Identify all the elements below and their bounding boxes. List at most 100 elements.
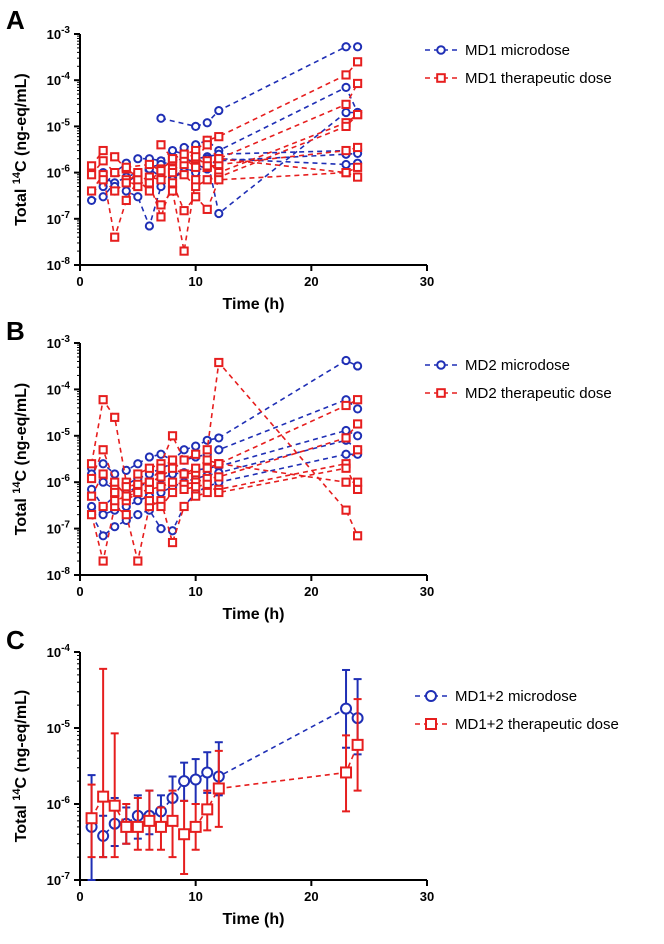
data-point <box>86 195 97 206</box>
x-tick-label: 10 <box>188 584 202 599</box>
data-point <box>202 487 212 498</box>
data-point <box>144 452 154 462</box>
data-point <box>110 412 120 422</box>
data-point <box>341 168 351 178</box>
data-point <box>110 477 120 487</box>
data-point <box>214 433 224 443</box>
data-point <box>86 459 97 469</box>
data-point <box>167 477 178 487</box>
data-point <box>86 170 97 180</box>
x-axis-title: Time (h) <box>223 911 285 928</box>
legend-entry: MD1 therapeutic dose <box>425 70 612 87</box>
data-point <box>98 395 108 405</box>
y-tick-label: 10-8 <box>47 256 71 273</box>
data-point <box>353 57 363 67</box>
data-point <box>202 175 212 185</box>
data-point <box>214 105 224 116</box>
data-point <box>341 433 351 443</box>
data-point <box>179 501 189 512</box>
data-point <box>144 159 155 170</box>
legend-label: MD1+2 therapeutic dose <box>455 716 619 733</box>
x-tick-label: 20 <box>304 274 318 289</box>
data-point <box>341 477 351 487</box>
data-point <box>353 477 363 487</box>
data-point <box>133 459 143 469</box>
data-point <box>179 149 189 159</box>
x-axis-title: Time (h) <box>223 296 285 313</box>
data-point <box>341 463 351 473</box>
series-therapeutic <box>86 357 363 566</box>
data-point <box>121 162 131 172</box>
data-point <box>156 482 166 492</box>
data-point <box>341 355 351 366</box>
data-point <box>144 496 155 506</box>
series-line <box>160 45 358 128</box>
data-point <box>154 820 167 833</box>
data-point <box>179 484 189 494</box>
data-point <box>179 206 189 216</box>
data-point <box>156 212 166 222</box>
data-point <box>98 156 108 166</box>
data-point <box>353 172 363 182</box>
legend-label: MD2 microdose <box>465 357 570 374</box>
panel-letter: A <box>6 5 25 35</box>
data-point <box>98 556 108 566</box>
data-point <box>98 501 108 512</box>
y-tick-label: 10-6 <box>47 164 71 181</box>
series-microdose <box>85 668 364 881</box>
data-point <box>144 186 155 196</box>
panel-letter: B <box>6 316 25 346</box>
data-point <box>97 790 110 803</box>
data-point <box>110 168 120 178</box>
data-point <box>98 510 108 520</box>
data-point <box>341 505 351 515</box>
data-point <box>110 487 120 498</box>
data-point <box>191 491 201 501</box>
data-point <box>98 445 108 455</box>
data-point <box>202 204 212 214</box>
data-point <box>353 42 363 52</box>
legend-label: MD1 microdose <box>465 42 570 59</box>
y-tick-label: 10-7 <box>47 210 71 227</box>
data-point <box>121 482 131 492</box>
data-point <box>191 121 201 132</box>
series-line <box>91 148 358 192</box>
x-axis-title: Time (h) <box>223 606 285 623</box>
data-point <box>156 200 166 210</box>
legend-entry: MD2 microdose <box>425 357 570 374</box>
data-point <box>110 232 120 242</box>
data-point <box>201 803 214 816</box>
data-point <box>341 70 351 80</box>
data-point <box>110 496 120 506</box>
x-tick-label: 20 <box>304 584 318 599</box>
data-point <box>191 192 201 202</box>
y-tick-label: 10-6 <box>47 473 71 490</box>
legend-label: MD1 therapeutic dose <box>465 70 612 87</box>
data-point <box>98 192 108 202</box>
series-therapeutic <box>86 57 363 256</box>
x-tick-label: 20 <box>304 889 318 904</box>
data-point <box>167 455 178 465</box>
data-point <box>353 404 363 414</box>
x-tick-label: 10 <box>188 274 202 289</box>
data-point <box>202 140 212 150</box>
data-point <box>191 441 201 451</box>
data-point <box>133 168 143 178</box>
data-point <box>178 775 191 788</box>
data-point <box>156 166 166 176</box>
legend-entry: MD1+2 microdose <box>415 688 577 705</box>
data-point <box>86 501 97 512</box>
data-point <box>191 482 201 492</box>
data-point <box>86 161 97 171</box>
legend-marker <box>436 388 446 398</box>
data-point <box>191 152 201 162</box>
data-point <box>212 782 225 795</box>
y-tick-label: 10-6 <box>47 795 71 812</box>
series-line <box>90 360 359 537</box>
data-point <box>179 455 189 465</box>
data-point <box>202 118 212 128</box>
data-point <box>86 473 97 484</box>
data-point <box>167 145 178 156</box>
data-point <box>167 186 178 196</box>
